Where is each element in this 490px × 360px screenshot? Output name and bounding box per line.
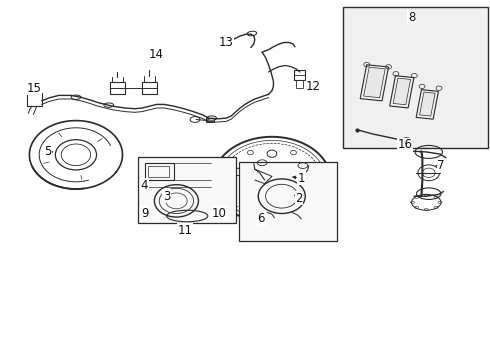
Text: 14: 14 <box>148 48 163 61</box>
Text: 6: 6 <box>257 212 265 225</box>
Bar <box>138 157 236 223</box>
Text: 10: 10 <box>212 207 227 220</box>
Bar <box>110 82 125 94</box>
Bar <box>239 162 337 241</box>
Text: 11: 11 <box>178 224 193 237</box>
Text: 15: 15 <box>27 82 42 95</box>
Bar <box>296 80 303 88</box>
Text: 12: 12 <box>306 80 321 93</box>
Bar <box>142 82 157 94</box>
Bar <box>294 70 305 80</box>
Polygon shape <box>419 92 435 116</box>
Text: 1: 1 <box>297 172 305 185</box>
Text: 7: 7 <box>437 159 445 172</box>
Text: 3: 3 <box>163 190 171 203</box>
Text: 5: 5 <box>44 145 52 158</box>
Bar <box>27 93 42 106</box>
Text: 9: 9 <box>141 207 148 220</box>
Text: 13: 13 <box>219 36 234 49</box>
Text: 8: 8 <box>408 11 416 24</box>
Text: 4: 4 <box>141 179 148 192</box>
Bar <box>343 7 488 148</box>
Polygon shape <box>393 78 411 105</box>
Text: 16: 16 <box>397 138 412 151</box>
Bar <box>148 166 169 177</box>
Text: 2: 2 <box>295 192 303 204</box>
Polygon shape <box>364 67 385 98</box>
Bar <box>206 118 214 122</box>
Bar <box>145 163 174 180</box>
